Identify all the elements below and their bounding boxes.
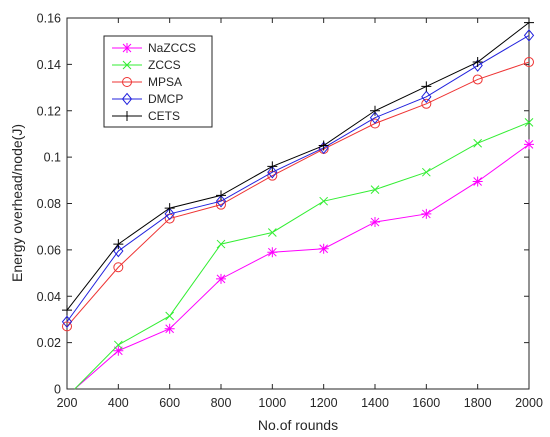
data-point bbox=[370, 185, 380, 194]
data-point bbox=[421, 167, 431, 177]
data-point bbox=[421, 90, 432, 104]
data-point bbox=[215, 194, 227, 208]
series-zccs bbox=[74, 117, 534, 390]
legend-label: MPSA bbox=[148, 75, 182, 89]
data-point bbox=[164, 323, 175, 334]
data-point bbox=[524, 17, 534, 28]
data-point bbox=[524, 117, 534, 127]
series-line bbox=[74, 143, 530, 390]
x-tick-label: 600 bbox=[159, 396, 180, 410]
data-point bbox=[524, 139, 534, 150]
legend-entry: ZCCS bbox=[112, 58, 181, 72]
y-tick-label: 0.16 bbox=[37, 12, 61, 26]
x-tick-label: 1600 bbox=[412, 396, 440, 410]
x-tick-label: 1800 bbox=[464, 396, 492, 410]
data-point bbox=[370, 217, 380, 228]
data-point bbox=[472, 74, 483, 85]
data-point bbox=[121, 92, 133, 106]
series-dmcp bbox=[61, 29, 535, 329]
series-cets bbox=[62, 17, 534, 316]
legend-entry: NaZCCS bbox=[112, 41, 196, 55]
data-point bbox=[216, 239, 226, 249]
data-point bbox=[164, 207, 175, 221]
y-tick-label: 0.12 bbox=[37, 104, 61, 118]
x-tick-label: 1200 bbox=[310, 396, 338, 410]
series-layer bbox=[61, 17, 535, 390]
series-line bbox=[66, 22, 530, 311]
data-point bbox=[370, 118, 380, 129]
x-tick-label: 400 bbox=[108, 396, 129, 410]
data-point bbox=[318, 140, 329, 151]
data-point bbox=[319, 196, 329, 206]
data-point bbox=[122, 43, 132, 53]
x-tick-label: 800 bbox=[211, 396, 232, 410]
data-point bbox=[113, 262, 124, 273]
data-point bbox=[267, 247, 278, 258]
series-line bbox=[66, 34, 530, 323]
data-point bbox=[164, 203, 175, 214]
data-point bbox=[113, 239, 124, 250]
data-point bbox=[267, 161, 278, 172]
axis-ticks: 200 400 600 800 1000 1200 1400 1600 1800 2000 0 0.0… bbox=[37, 12, 543, 411]
data-point bbox=[122, 60, 132, 70]
y-tick-label: 0.08 bbox=[37, 197, 61, 211]
data-point bbox=[62, 321, 72, 332]
data-point bbox=[165, 311, 175, 321]
data-point bbox=[421, 98, 432, 109]
x-tick-label: 2000 bbox=[515, 396, 543, 410]
data-point bbox=[216, 273, 226, 284]
y-tick-label: 0.1 bbox=[44, 151, 61, 165]
data-point bbox=[318, 243, 329, 254]
data-point bbox=[61, 315, 73, 329]
x-tick-label: 1400 bbox=[361, 396, 389, 410]
legend-label: DMCP bbox=[148, 92, 183, 106]
y-axis-label: Energy overhead/node(J) bbox=[9, 124, 25, 282]
legend-entry: CETS bbox=[112, 109, 180, 123]
legend-label: CETS bbox=[148, 109, 180, 123]
data-point bbox=[122, 77, 132, 87]
y-tick-label: 0.06 bbox=[37, 243, 61, 257]
data-point bbox=[113, 340, 123, 350]
data-point bbox=[370, 105, 380, 116]
series-line bbox=[66, 61, 530, 327]
data-point bbox=[267, 165, 278, 179]
y-tick-label: 0.04 bbox=[37, 290, 61, 304]
data-point bbox=[216, 190, 226, 201]
legend-entry: DMCP bbox=[112, 92, 183, 106]
x-tick-label: 1000 bbox=[258, 396, 286, 410]
y-tick-label: 0.02 bbox=[37, 336, 61, 350]
data-point bbox=[421, 208, 432, 219]
series-line bbox=[74, 121, 530, 390]
legend-label: ZCCS bbox=[148, 58, 181, 72]
legend: NaZCCS ZCCS MPSA DMCP CETS bbox=[103, 35, 213, 128]
data-point bbox=[122, 111, 132, 121]
x-tick-label: 200 bbox=[57, 396, 78, 410]
x-axis-label: No.of rounds bbox=[258, 417, 338, 433]
y-tick-label: 0 bbox=[54, 383, 61, 397]
data-point bbox=[524, 57, 534, 68]
legend-label: NaZCCS bbox=[148, 41, 196, 55]
data-point bbox=[113, 244, 124, 258]
series-nazccs bbox=[74, 139, 534, 390]
data-point bbox=[113, 345, 124, 356]
data-point bbox=[267, 228, 277, 237]
data-point bbox=[472, 176, 483, 187]
legend-entry: MPSA bbox=[112, 75, 182, 89]
data-point bbox=[421, 81, 432, 92]
y-tick-label: 0.14 bbox=[37, 58, 61, 72]
data-point bbox=[369, 111, 381, 124]
data-point bbox=[523, 29, 535, 42]
data-point bbox=[472, 57, 483, 68]
data-point bbox=[62, 305, 72, 316]
data-point bbox=[473, 138, 483, 148]
